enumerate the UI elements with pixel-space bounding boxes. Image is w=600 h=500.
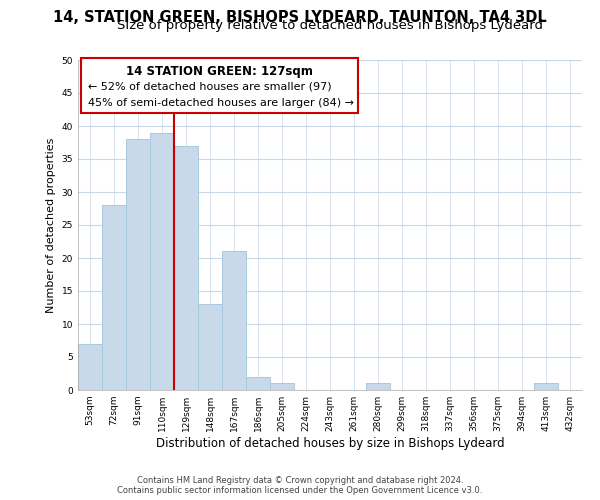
- Bar: [174, 146, 198, 390]
- Title: Size of property relative to detached houses in Bishops Lydeard: Size of property relative to detached ho…: [117, 20, 543, 32]
- Bar: [78, 344, 102, 390]
- Bar: [126, 139, 150, 390]
- Bar: [150, 132, 174, 390]
- Text: 14 STATION GREEN: 127sqm: 14 STATION GREEN: 127sqm: [125, 65, 313, 78]
- FancyBboxPatch shape: [80, 58, 358, 113]
- Text: ← 52% of detached houses are smaller (97): ← 52% of detached houses are smaller (97…: [88, 82, 332, 92]
- Bar: [366, 384, 390, 390]
- Bar: [102, 205, 126, 390]
- Text: 14, STATION GREEN, BISHOPS LYDEARD, TAUNTON, TA4 3DL: 14, STATION GREEN, BISHOPS LYDEARD, TAUN…: [53, 10, 547, 25]
- X-axis label: Distribution of detached houses by size in Bishops Lydeard: Distribution of detached houses by size …: [155, 437, 505, 450]
- Bar: [198, 304, 222, 390]
- Text: Contains HM Land Registry data © Crown copyright and database right 2024.
Contai: Contains HM Land Registry data © Crown c…: [118, 476, 482, 495]
- Y-axis label: Number of detached properties: Number of detached properties: [46, 138, 56, 312]
- Bar: [534, 384, 558, 390]
- Bar: [246, 377, 270, 390]
- Bar: [270, 384, 294, 390]
- Bar: [222, 252, 246, 390]
- Text: 45% of semi-detached houses are larger (84) →: 45% of semi-detached houses are larger (…: [88, 98, 354, 108]
